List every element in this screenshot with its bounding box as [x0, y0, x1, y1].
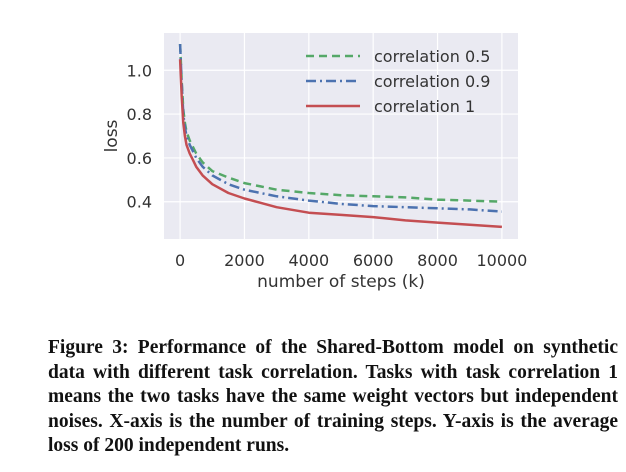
legend: correlation 0.5 correlation 0.9 correlatio… [306, 47, 490, 116]
y-tick-label: 0.6 [127, 149, 152, 168]
y-tick-label: 0.8 [127, 105, 152, 124]
y-tick-labels: 0.4 0.6 0.8 1.0 [127, 61, 152, 211]
y-tick-label: 1.0 [127, 61, 152, 80]
plot-background [164, 33, 518, 239]
x-tick-label: 0 [175, 251, 185, 270]
x-tick-label: 2000 [224, 251, 265, 270]
x-tick-label: 4000 [288, 251, 329, 270]
figure-caption: Figure 3: Performance of the Shared-Bott… [48, 337, 618, 456]
legend-label: correlation 0.9 [374, 72, 490, 91]
x-tick-label: 8000 [417, 251, 458, 270]
series-line-3 [178, 59, 502, 229]
x-axis-label: number of steps (k) [257, 272, 425, 292]
loss-chart: 0 2000 4000 6000 8000 10000 0.4 0.6 0.8 1.0 numb… [102, 33, 527, 292]
x-tick-labels: 0 2000 4000 6000 8000 10000 [175, 251, 527, 270]
grid-lines [164, 33, 518, 239]
legend-label: correlation 1 [374, 97, 475, 116]
x-tick-label: 10000 [476, 251, 527, 270]
series-lines [178, 43, 502, 229]
y-tick-label: 0.4 [127, 193, 152, 212]
x-tick-label: 6000 [353, 251, 394, 270]
y-axis-label: loss [102, 119, 122, 152]
legend-label: correlation 0.5 [374, 47, 490, 66]
